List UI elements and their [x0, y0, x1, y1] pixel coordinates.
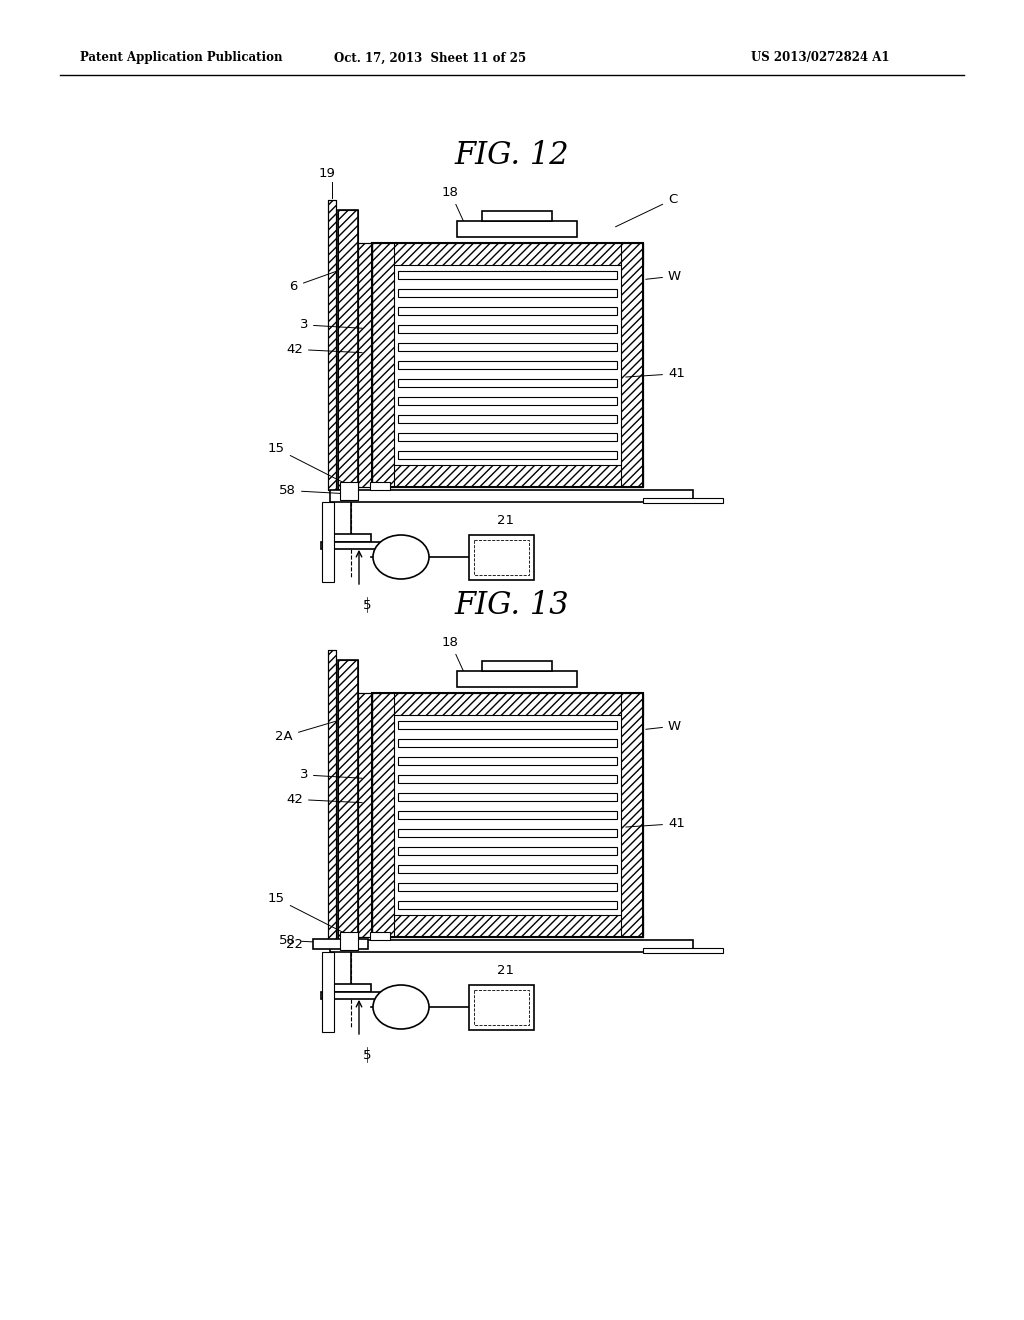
- Ellipse shape: [373, 985, 429, 1030]
- Bar: [457, 671, 577, 686]
- Bar: [398, 397, 617, 405]
- Bar: [372, 693, 643, 937]
- Text: 15: 15: [268, 442, 357, 490]
- Text: 5: 5: [362, 599, 372, 612]
- Bar: [331, 983, 371, 993]
- Bar: [331, 535, 371, 543]
- Bar: [398, 775, 617, 783]
- Bar: [398, 343, 617, 351]
- Text: W: W: [646, 719, 681, 733]
- Text: Patent Application Publication: Patent Application Publication: [80, 51, 283, 65]
- Bar: [338, 210, 358, 490]
- Text: 58: 58: [280, 484, 348, 498]
- Bar: [321, 543, 381, 549]
- Bar: [372, 465, 643, 487]
- Bar: [398, 739, 617, 747]
- Text: 58: 58: [280, 935, 348, 946]
- Bar: [313, 939, 368, 949]
- Text: 21: 21: [498, 964, 514, 977]
- Bar: [370, 482, 390, 490]
- Bar: [643, 498, 723, 503]
- Bar: [398, 810, 617, 818]
- Bar: [372, 243, 394, 487]
- Bar: [358, 243, 372, 487]
- Bar: [398, 325, 617, 333]
- Text: 2A: 2A: [275, 721, 337, 743]
- Bar: [328, 649, 336, 940]
- Bar: [398, 865, 617, 873]
- Bar: [328, 649, 336, 940]
- Bar: [358, 693, 372, 937]
- Bar: [398, 721, 617, 729]
- Bar: [398, 414, 617, 422]
- Text: Oct. 17, 2013  Sheet 11 of 25: Oct. 17, 2013 Sheet 11 of 25: [334, 51, 526, 65]
- Bar: [340, 482, 358, 500]
- Text: 41: 41: [626, 817, 685, 830]
- Bar: [372, 693, 394, 937]
- Ellipse shape: [373, 535, 429, 579]
- Text: 42: 42: [286, 343, 362, 356]
- Bar: [398, 360, 617, 370]
- Text: 19: 19: [318, 168, 336, 180]
- Text: US 2013/0272824 A1: US 2013/0272824 A1: [751, 51, 889, 65]
- Bar: [474, 990, 529, 1026]
- Text: C: C: [615, 193, 677, 227]
- Text: 15: 15: [268, 892, 357, 940]
- Text: 18: 18: [442, 636, 466, 676]
- Bar: [322, 952, 334, 1032]
- Bar: [398, 433, 617, 441]
- Bar: [621, 243, 643, 487]
- Bar: [398, 289, 617, 297]
- Bar: [372, 243, 643, 487]
- Bar: [370, 932, 390, 940]
- Bar: [398, 793, 617, 801]
- Text: 22: 22: [286, 937, 303, 950]
- Bar: [482, 661, 552, 671]
- Bar: [328, 201, 336, 490]
- Bar: [372, 915, 643, 937]
- Bar: [398, 271, 617, 279]
- Bar: [474, 540, 529, 576]
- Bar: [322, 502, 334, 582]
- Text: 18: 18: [442, 186, 466, 227]
- Text: FIG. 13: FIG. 13: [455, 590, 569, 620]
- Bar: [398, 883, 617, 891]
- Text: 42: 42: [286, 793, 362, 805]
- Bar: [469, 985, 534, 1030]
- Bar: [643, 948, 723, 953]
- Text: 3: 3: [299, 318, 362, 331]
- Bar: [372, 693, 643, 715]
- Bar: [398, 902, 617, 909]
- Bar: [321, 993, 381, 999]
- Bar: [398, 829, 617, 837]
- Bar: [398, 847, 617, 855]
- Bar: [330, 490, 693, 502]
- Bar: [358, 693, 372, 937]
- Text: 21: 21: [498, 513, 514, 527]
- Bar: [340, 932, 358, 950]
- Bar: [328, 201, 336, 490]
- Bar: [330, 940, 693, 952]
- Bar: [621, 693, 643, 937]
- Bar: [338, 660, 358, 940]
- Bar: [482, 211, 552, 220]
- Bar: [398, 379, 617, 387]
- Text: 41: 41: [626, 367, 685, 380]
- Bar: [398, 451, 617, 459]
- Bar: [372, 243, 643, 265]
- Text: W: W: [646, 269, 681, 282]
- Bar: [398, 308, 617, 315]
- Bar: [338, 210, 358, 490]
- Bar: [398, 756, 617, 766]
- Text: 5: 5: [362, 1049, 372, 1063]
- Bar: [457, 220, 577, 238]
- Text: 3: 3: [299, 768, 362, 781]
- Bar: [338, 660, 358, 940]
- Bar: [469, 535, 534, 579]
- Bar: [358, 243, 372, 487]
- Text: 6: 6: [290, 271, 337, 293]
- Text: FIG. 12: FIG. 12: [455, 140, 569, 170]
